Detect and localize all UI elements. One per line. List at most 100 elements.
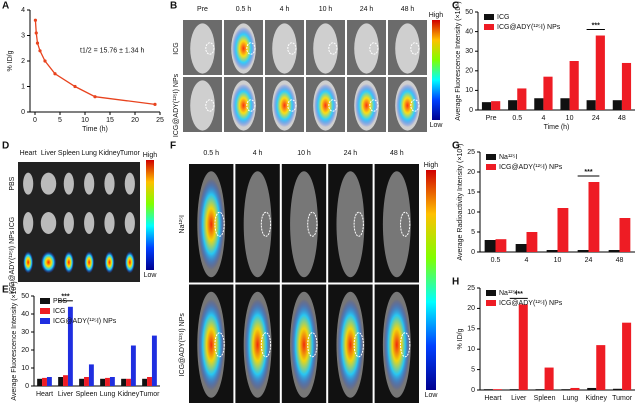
bar — [42, 377, 47, 386]
row-label: ICG@ADY(¹²⁵I) NPs — [9, 230, 16, 294]
scale-high: High — [424, 162, 439, 169]
organ — [23, 172, 34, 195]
column-label: 0.5 h — [236, 6, 252, 13]
organ — [63, 211, 74, 235]
bar — [546, 250, 558, 252]
point — [34, 31, 38, 35]
mouse — [313, 23, 338, 74]
bar — [569, 61, 579, 110]
bar — [544, 367, 554, 390]
legend-label: ICG@ADY(¹²⁵I) NPs — [497, 24, 561, 31]
y-tick-label: 10 — [467, 346, 475, 353]
x-tick-label: 25 — [156, 117, 164, 124]
tumor-outline — [353, 332, 364, 358]
x-tick-label: 0.5 — [512, 115, 522, 122]
y-tick-label: 1 — [21, 83, 25, 90]
x-tick-label: Heart — [36, 391, 53, 398]
column-label: Lung — [81, 150, 97, 157]
column-label: Spleen — [58, 150, 80, 157]
organ — [124, 251, 135, 274]
bar — [484, 240, 496, 252]
bar — [577, 250, 589, 252]
y-tick-label: 10 — [21, 365, 29, 372]
y-axis-label: % ID/g — [457, 328, 464, 349]
tumor-outline — [328, 99, 338, 112]
scale-high: High — [429, 12, 444, 19]
y-tick-label: 20 — [467, 169, 475, 176]
bar — [570, 387, 580, 390]
organ — [104, 172, 115, 195]
bar — [596, 345, 606, 390]
x-tick-label: Spleen — [534, 395, 556, 402]
panel-label: B — [170, 1, 177, 12]
organ — [23, 211, 34, 235]
point — [35, 41, 40, 45]
bar — [492, 389, 502, 390]
tumor-outline — [246, 42, 256, 55]
tumor-outline — [410, 99, 420, 112]
y-tick-label: 0 — [471, 387, 475, 394]
column-label: 24 h — [360, 6, 374, 13]
legend-label: Na¹²⁵I — [499, 154, 518, 161]
x-tick-label: 10 — [81, 117, 89, 124]
x-tick-label: Liver — [58, 391, 74, 398]
bar — [58, 377, 64, 386]
bar — [588, 182, 600, 252]
point — [38, 49, 42, 53]
panel-label: E — [2, 285, 9, 296]
y-tick-label: 50 — [21, 293, 29, 300]
column-label: 24 h — [344, 150, 358, 157]
x-tick-label: Heart — [484, 395, 501, 402]
bar — [147, 377, 152, 386]
bar — [518, 304, 528, 390]
column-label: 10 h — [297, 150, 311, 157]
bar — [100, 378, 106, 386]
annotation: t1/2 = 15.76 ± 1.34 h — [80, 48, 144, 55]
bar — [130, 345, 136, 386]
legend-label: PBS — [53, 298, 67, 305]
panel-label: A — [2, 1, 9, 12]
y-axis-label: % ID/g — [7, 50, 14, 71]
bar — [526, 232, 538, 252]
organ — [84, 172, 95, 195]
organ — [124, 211, 135, 235]
organ — [84, 251, 95, 274]
signal — [314, 83, 337, 128]
bar — [543, 76, 553, 110]
signal — [273, 83, 296, 128]
bar — [481, 102, 492, 110]
mouse — [395, 23, 420, 74]
x-tick-label: 10 — [554, 257, 562, 264]
annotation: *** — [61, 294, 69, 301]
bar — [151, 335, 157, 386]
bar — [612, 100, 622, 110]
organ — [63, 172, 74, 195]
tumor-outline — [410, 42, 420, 55]
mouse — [336, 171, 365, 278]
x-tick-label: 5 — [58, 117, 62, 124]
column-label: 48 h — [390, 150, 404, 157]
y-tick-label: 20 — [21, 347, 29, 354]
mouse — [354, 23, 379, 74]
scale-low: Low — [430, 122, 444, 129]
panel-label: H — [452, 277, 459, 288]
bar — [126, 378, 131, 386]
tumor-outline — [369, 42, 379, 55]
signal — [232, 26, 255, 71]
y-tick-label: 50 — [465, 9, 473, 16]
tumor-outline — [307, 332, 318, 358]
bar — [515, 244, 527, 252]
point — [153, 102, 157, 106]
signal — [291, 298, 317, 391]
scale-low: Low — [144, 272, 158, 279]
legend-swatch — [40, 318, 50, 324]
bar — [46, 377, 52, 386]
bar — [621, 62, 632, 110]
signal — [383, 298, 410, 391]
y-axis-label: Average Fluorescence Intensity (×10⁸) — [455, 1, 462, 120]
y-tick-label: 25 — [467, 149, 475, 156]
annotation: *** — [515, 291, 523, 298]
y-tick-label: 15 — [467, 326, 475, 333]
x-tick-label: 4 — [541, 115, 545, 122]
bar — [121, 378, 127, 386]
